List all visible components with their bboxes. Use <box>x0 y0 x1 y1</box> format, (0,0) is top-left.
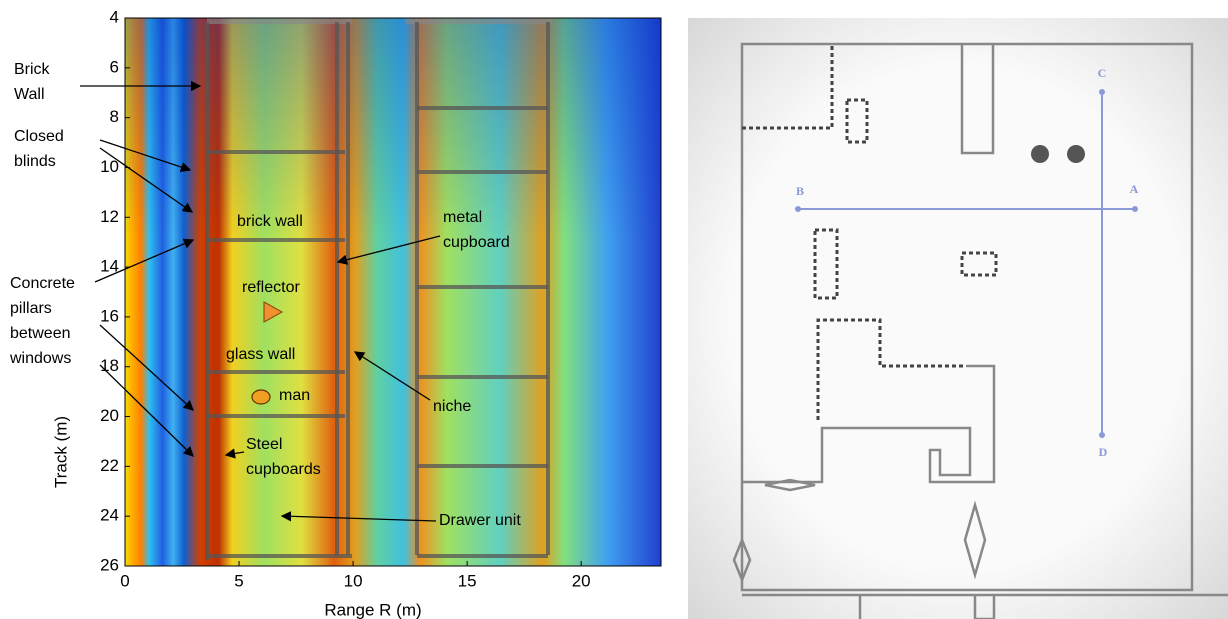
x-tick-label: 0 <box>120 571 129 590</box>
annotation: Brick <box>14 61 51 78</box>
floor-plan <box>688 18 1228 619</box>
annotation: pillars <box>10 300 52 317</box>
x-tick-label: 15 <box>458 571 477 590</box>
point-label: A <box>1130 182 1139 196</box>
annotation: reflector <box>242 279 300 296</box>
annotation: glass wall <box>226 346 295 363</box>
point-label: C <box>1098 66 1107 80</box>
y-tick-label: 8 <box>110 107 119 126</box>
y-tick-label: 26 <box>100 555 119 574</box>
x-tick-label: 5 <box>234 571 243 590</box>
point-label: D <box>1099 445 1108 459</box>
annotation: blinds <box>14 153 56 170</box>
x-tick-label: 20 <box>572 571 591 590</box>
annotation: Steel <box>246 436 282 453</box>
annotation: man <box>279 387 310 404</box>
annotation: between <box>10 325 71 342</box>
annotation: Wall <box>14 86 45 103</box>
y-tick-label: 12 <box>100 207 119 226</box>
annotation: metal <box>443 209 482 226</box>
man-marker <box>252 390 270 404</box>
x-tick-label: 10 <box>344 571 363 590</box>
y-tick-label: 20 <box>100 406 119 425</box>
annotation: Closed <box>14 128 64 145</box>
y-tick-label: 16 <box>100 306 119 325</box>
annotation: cupboard <box>443 234 510 251</box>
y-tick-label: 18 <box>100 356 119 375</box>
y-tick-label: 4 <box>110 7 119 26</box>
annotation: Concrete <box>10 275 75 292</box>
annotation: niche <box>433 398 471 415</box>
annotation: brick wall <box>237 213 303 230</box>
x-axis-label: Range R (m) <box>324 600 421 619</box>
annotation: Drawer unit <box>439 512 521 529</box>
annotation: windows <box>9 350 71 367</box>
annotation: cupboards <box>246 461 321 478</box>
point-label: B <box>796 184 804 198</box>
y-tick-label: 6 <box>110 57 119 76</box>
y-axis-label: Track (m) <box>51 416 70 488</box>
y-tick-label: 22 <box>100 456 119 475</box>
figure: 05101520468101214161820222426Range R (m)… <box>0 0 1228 619</box>
y-tick-label: 24 <box>100 506 119 525</box>
